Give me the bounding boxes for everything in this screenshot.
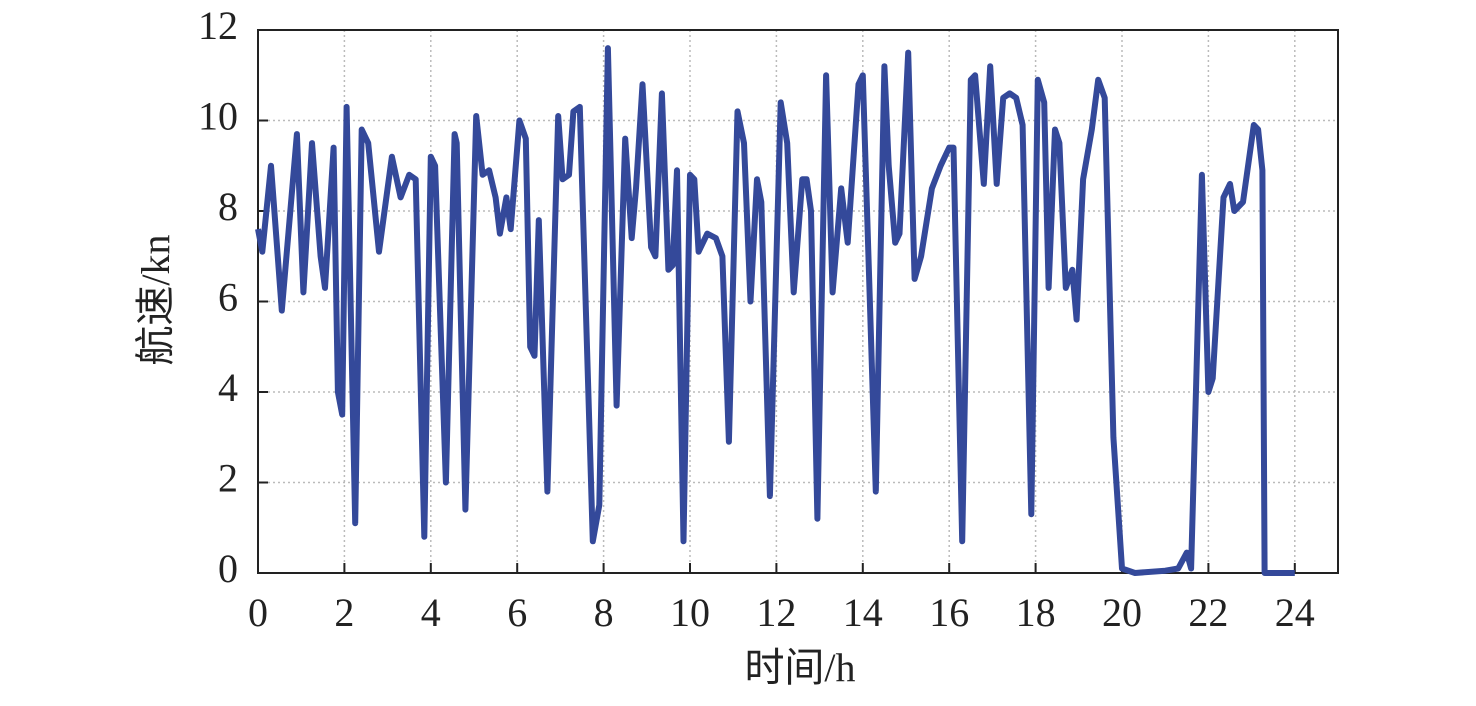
- y-tick-label: 2: [218, 456, 238, 501]
- x-tick-label: 18: [1016, 590, 1056, 635]
- x-tick-label: 20: [1102, 590, 1142, 635]
- x-tick-label: 14: [843, 590, 883, 635]
- y-tick-label: 10: [198, 94, 238, 139]
- x-tick-label: 0: [248, 590, 268, 635]
- y-tick-label: 8: [218, 184, 238, 229]
- x-tick-label: 12: [756, 590, 796, 635]
- x-tick-label: 2: [334, 590, 354, 635]
- y-tick-label: 12: [198, 3, 238, 48]
- y-tick-label: 4: [218, 365, 238, 410]
- x-tick-label: 6: [507, 590, 527, 635]
- y-tick-label: 6: [218, 275, 238, 320]
- x-tick-label: 8: [594, 590, 614, 635]
- y-tick-label: 0: [218, 546, 238, 591]
- x-tick-label: 22: [1188, 590, 1228, 635]
- x-tick-label: 24: [1275, 590, 1315, 635]
- x-tick-label: 4: [421, 590, 441, 635]
- data-line: [255, 45, 1295, 576]
- x-tick-label: 16: [929, 590, 969, 635]
- y-axis-label: 航速/kn: [133, 234, 178, 365]
- x-axis-label: 时间/h: [744, 645, 855, 690]
- x-tick-label: 10: [670, 590, 710, 635]
- plot-frame: [257, 29, 1339, 574]
